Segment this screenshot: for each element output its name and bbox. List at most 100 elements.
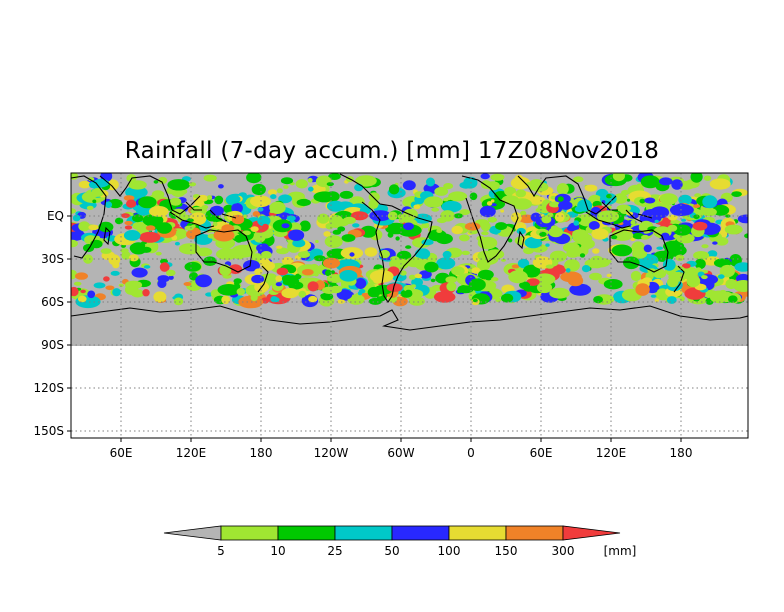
rain-cell <box>735 284 741 290</box>
rain-cell <box>124 225 133 230</box>
rain-cell <box>442 250 452 259</box>
rain-cell <box>298 290 307 298</box>
rain-cell <box>592 248 600 254</box>
americas-coast <box>339 173 433 303</box>
rain-cell <box>520 210 527 216</box>
lon-label: 120W <box>314 446 349 460</box>
rain-cell <box>485 276 492 281</box>
rain-cell <box>261 261 276 271</box>
rain-cell <box>445 276 458 284</box>
rain-cell <box>364 247 378 257</box>
rain-cell <box>411 284 416 288</box>
rain-cell <box>650 206 670 219</box>
rain-cell <box>719 264 736 278</box>
rain-cell <box>650 294 657 298</box>
rain-cell <box>603 279 623 290</box>
rain-cell <box>443 183 454 190</box>
rain-cell <box>663 240 685 252</box>
rain-cell <box>643 244 652 253</box>
rain-cell <box>426 177 435 187</box>
rain-cell <box>606 194 612 199</box>
rain-cell <box>734 262 748 272</box>
rain-cell <box>191 224 196 228</box>
rain-cell <box>469 192 478 201</box>
rain-cell <box>373 276 383 284</box>
rain-cell <box>87 290 96 299</box>
lon-label: 60E <box>110 446 133 460</box>
lat-label: 60S <box>41 295 64 309</box>
rain-cell <box>339 190 354 199</box>
rain-cell <box>324 235 343 248</box>
rain-cell <box>148 206 169 217</box>
rain-cell <box>95 235 101 241</box>
rain-cell <box>104 201 113 208</box>
rain-cell <box>563 242 580 253</box>
rain-cell <box>114 217 124 225</box>
rain-cell <box>328 215 344 228</box>
madagascar-coast-right <box>517 230 525 250</box>
rain-cell <box>451 225 463 235</box>
rain-cell <box>156 222 172 234</box>
rain-cell <box>145 225 156 231</box>
rain-cell <box>511 212 522 223</box>
rain-cell <box>408 274 416 280</box>
rain-cell <box>203 256 217 267</box>
rain-cell <box>325 269 332 277</box>
rain-cell <box>541 215 552 224</box>
rain-cell <box>480 173 490 180</box>
rain-cell <box>659 193 678 205</box>
rain-cell <box>610 235 618 240</box>
rain-cell <box>549 201 561 208</box>
rain-cell <box>626 198 631 202</box>
rain-cell <box>558 201 573 210</box>
rain-cell <box>612 173 625 182</box>
rain-cell <box>593 296 603 304</box>
rain-cell <box>368 192 380 202</box>
rain-cell <box>118 283 124 287</box>
rain-cell <box>188 182 197 187</box>
rain-cell <box>86 205 94 210</box>
rain-cell <box>686 274 701 288</box>
rain-cell <box>621 189 630 196</box>
africa-coast-left <box>71 175 107 259</box>
rain-cell <box>396 250 412 261</box>
rain-cell <box>174 241 180 246</box>
rain-cell <box>436 229 443 233</box>
rain-cell <box>435 233 453 245</box>
rain-cell <box>560 271 582 283</box>
rain-cell <box>693 214 700 220</box>
rain-cell <box>339 270 358 282</box>
rain-cell <box>712 241 718 245</box>
colorbar-threshold-label: 10 <box>270 544 285 558</box>
rain-cell <box>581 265 591 273</box>
rain-cell <box>262 223 269 231</box>
rain-cell <box>667 214 678 221</box>
rain-cell <box>342 216 356 224</box>
asia-coast-right <box>517 175 617 215</box>
rain-cell <box>434 186 449 196</box>
rain-cell <box>326 182 334 187</box>
rain-cell <box>234 234 244 243</box>
rain-cell <box>387 211 398 221</box>
rain-cell <box>278 194 292 204</box>
rain-cell <box>110 270 120 276</box>
rain-cell <box>100 248 112 254</box>
rain-cell <box>507 238 513 243</box>
rain-cell <box>71 286 79 297</box>
rain-cell <box>679 296 685 302</box>
rain-cell <box>490 173 505 181</box>
colorbar-bin <box>505 525 564 541</box>
rain-cell <box>246 173 262 184</box>
rain-cell <box>167 179 190 191</box>
rain-cell <box>725 214 731 218</box>
rain-cell <box>573 176 584 183</box>
rain-cell <box>701 244 709 249</box>
rain-cell <box>731 191 742 198</box>
rain-cell <box>451 266 465 276</box>
rain-cell <box>640 203 646 207</box>
rain-cell <box>490 203 497 207</box>
rain-cell <box>71 239 78 248</box>
rain-cell <box>495 222 508 231</box>
rain-cell <box>320 293 330 299</box>
rain-cell <box>431 207 440 212</box>
